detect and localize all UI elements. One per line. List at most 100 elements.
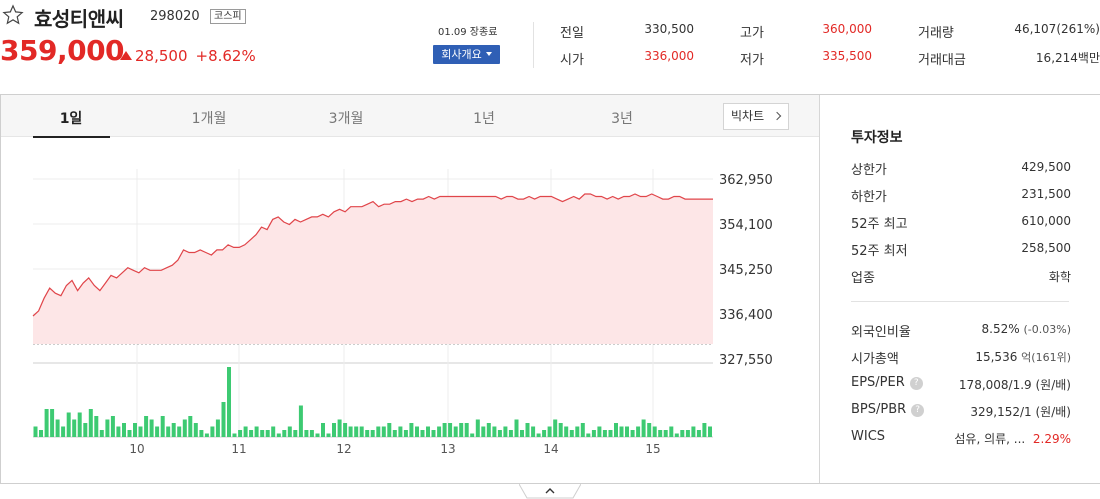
quote-label: 거래대금 [918,53,966,68]
tab-1month[interactable]: 1개월 [191,111,227,127]
help-icon[interactable]: ? [909,377,923,390]
volume-bar [415,426,419,437]
price-change: 28,500 +8.62% [120,47,256,65]
y-tick-label: 362,950 [719,173,773,188]
volume-bar [188,416,193,437]
eps-per-value: 178,008/1.9 (원/배) [959,376,1071,393]
x-tick-label: 13 [440,442,455,456]
volume-bar [298,405,303,437]
volume-bar [591,430,596,437]
volume-bar [293,430,298,437]
foreign-ratio-number: 8.52% [981,322,1020,336]
big-chart-button[interactable]: 빅차트 [723,103,789,130]
volume-bar [359,426,364,437]
volume-bar [238,430,243,437]
volume-bar [520,430,524,437]
volume-bar [39,430,43,437]
volume-bar [420,430,425,437]
volume-bar [614,423,618,437]
volume-bar [204,433,209,437]
big-chart-label: 빅차트 [731,109,765,123]
volume-bar [647,423,652,437]
foreign-ratio-label: 외국인비율 [851,325,911,340]
volume-bar [370,430,375,437]
volume-bar [110,416,115,437]
tab-1day[interactable]: 1일 [59,111,83,127]
eps-per-number: 178,008/1.9 [958,378,1032,392]
chevron-right-icon [772,111,782,121]
volume-bar [287,426,292,437]
volume-bar [348,426,353,437]
volume-bar [619,426,624,437]
x-tick-label: 10 [129,442,144,456]
volume-bar [685,430,690,437]
volume-bar [171,423,176,437]
volume-bar [542,430,547,437]
volume-bar [50,409,55,437]
volume-bar [580,423,585,437]
volume-bar [144,416,149,437]
volume-bar [83,423,88,437]
volume-bar [652,426,657,437]
volume-bar [547,426,552,437]
period-tabs: 1일 1개월 3개월 1년 3년 빅차트 [1,95,819,138]
y-tick-label: 345,250 [719,263,773,278]
volume-bar [503,426,508,437]
wics-percent: 2.29% [1032,432,1071,446]
info-divider [851,301,1069,302]
quote-label: 시가 [560,53,584,68]
volume-bar [658,430,663,437]
x-tick-label: 14 [543,442,558,456]
volume-bar [448,423,453,437]
industry-label: 업종 [851,271,875,286]
volume-bar [221,402,226,437]
volume-bar [177,426,182,437]
eps-per-text: EPS/PER [851,375,905,390]
volume-bar [99,430,104,437]
industry-value[interactable]: 화학 [1048,270,1071,284]
favorite-star-icon[interactable] [2,4,24,26]
lower-limit-label: 하한가 [851,190,887,205]
52w-high-label: 52주 최고 [851,217,908,232]
company-overview-button[interactable]: 회사개요 [433,45,500,64]
volume-bar [459,423,464,437]
volume-bar [304,430,309,437]
volume-bar [636,426,641,437]
volume-bar [105,419,110,437]
volume-bar [426,426,430,437]
price-line [32,193,713,317]
x-tick-label: 11 [231,442,246,456]
wics-sector: 섬유, 의류, ... [954,432,1026,446]
volume-bar [602,430,607,437]
tab-3month[interactable]: 3개월 [328,111,364,127]
volume-bar [315,433,320,437]
volume-bar [254,426,259,437]
volume-bar [282,430,287,437]
volume-bar [321,423,325,437]
volume-bar [155,426,160,437]
market-cap-value: 15,536 억(161위) [975,349,1071,365]
volume-bar [663,430,668,437]
volume-bar [332,423,336,437]
volume-bar [680,430,685,437]
tab-1year[interactable]: 1년 [473,111,495,127]
wics-value[interactable]: 섬유, 의류, ... 2.29% [954,430,1071,447]
stock-name[interactable]: 효성티앤씨 [34,7,124,31]
volume-bar [149,419,154,437]
bps-pbr-text: BPS/PBR [851,402,907,417]
volume-bar [182,419,187,437]
volume-bar [696,430,701,437]
y-tick-label: 336,400 [719,308,773,323]
active-tab-indicator [33,136,110,138]
volume-bar [514,419,519,437]
help-icon[interactable]: ? [911,404,925,417]
panel-divider [819,95,820,483]
market-badge: 코스피 [210,9,246,24]
upper-limit-label: 상한가 [851,163,887,178]
volume-bar [276,433,281,437]
volume-bar [569,430,574,437]
market-cap-number: 15,536 [975,350,1018,364]
collapse-toggle[interactable] [519,484,581,499]
intraday-chart[interactable]: 362,950 354,100 345,250 336,400 327,550 10 11 1… [1,137,819,483]
tab-3year[interactable]: 3년 [611,111,633,127]
